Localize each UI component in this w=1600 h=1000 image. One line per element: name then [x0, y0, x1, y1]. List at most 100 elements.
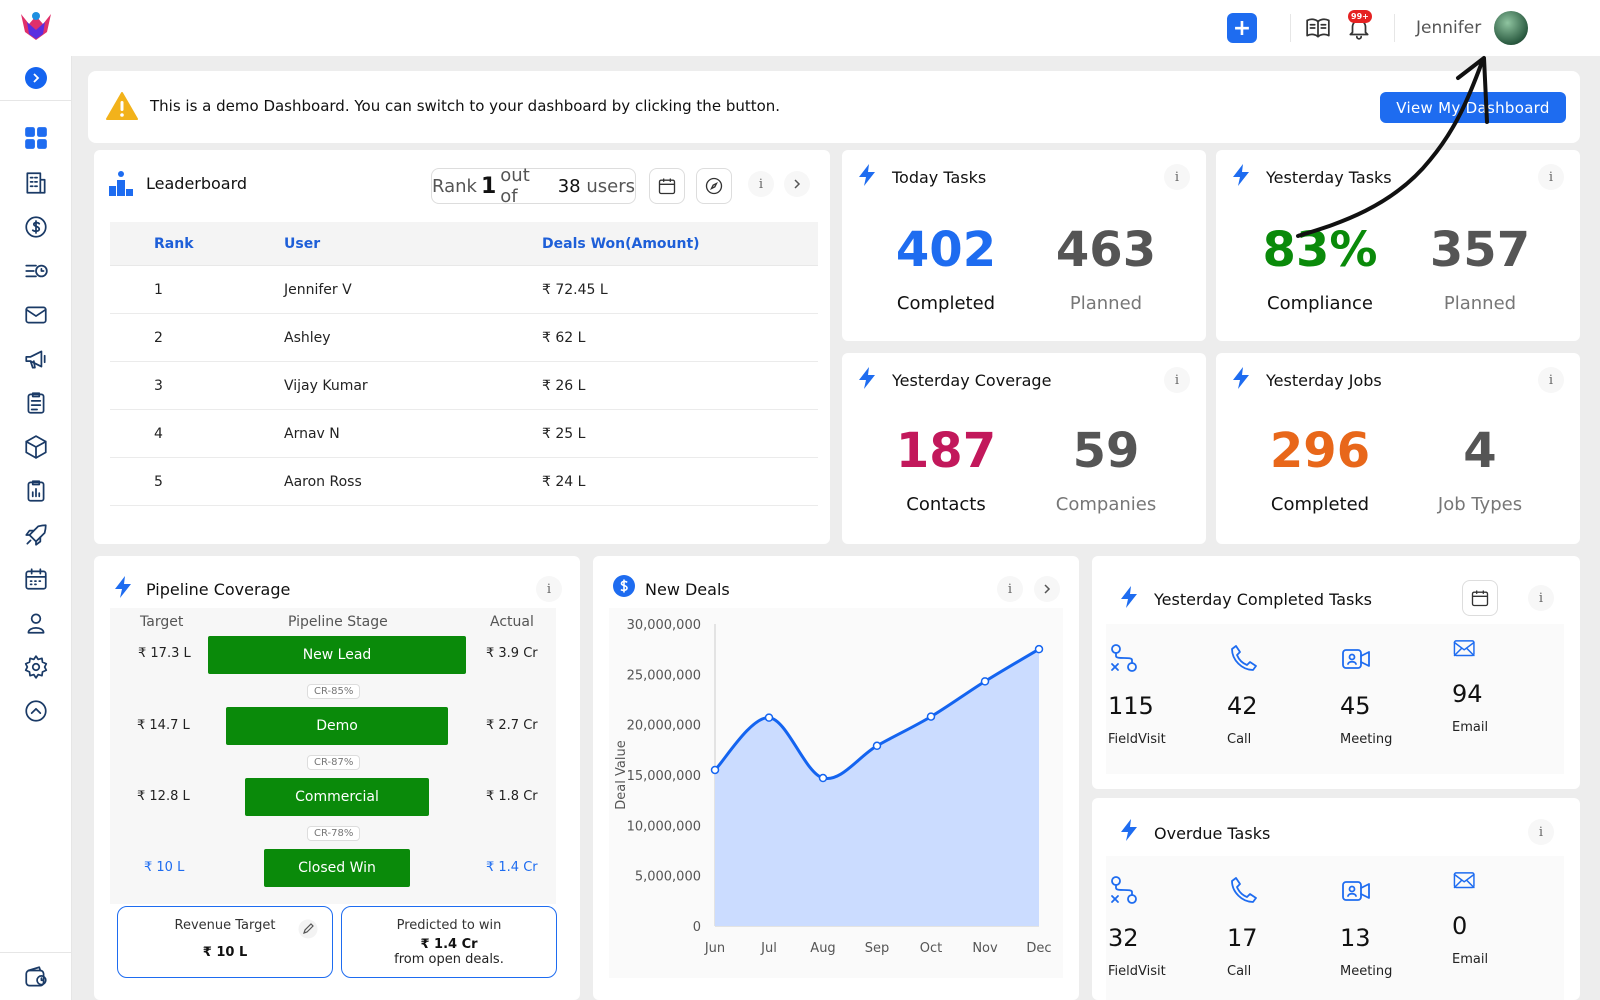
stage-demo[interactable]: Demo — [226, 707, 448, 745]
expand-sidebar-button[interactable] — [25, 67, 47, 89]
new-deals-card: New Deals i 30,000,000 25,000,000 20,000,0… — [593, 556, 1079, 1000]
stats-panel — [1106, 856, 1564, 1000]
row-rank: 2 — [154, 329, 163, 346]
building-icon[interactable] — [21, 168, 51, 198]
card-title: Yesterday Tasks — [1266, 168, 1392, 187]
book-icon[interactable] — [1303, 13, 1333, 43]
date-filter-button[interactable] — [649, 168, 685, 204]
info-button[interactable]: i — [748, 171, 774, 197]
row-amount: ₹ 26 L — [542, 377, 586, 394]
user-icon[interactable] — [21, 608, 51, 638]
calendar-icon[interactable] — [21, 564, 51, 594]
clipboard-list-icon[interactable] — [21, 388, 51, 418]
card-title: Yesterday Coverage — [892, 371, 1052, 390]
bolt-icon — [1233, 164, 1249, 186]
data-point — [1034, 644, 1044, 654]
conversion-rate: CR-87% — [307, 755, 361, 770]
field-visit-icon — [1111, 876, 1137, 904]
compass-icon — [705, 177, 723, 195]
y-tick-label: 25,000,000 — [627, 668, 701, 683]
table-row[interactable]: 4 Arnav N ₹ 25 L — [110, 410, 818, 458]
table-row[interactable]: 5 Aaron Ross ₹ 24 L — [110, 458, 818, 506]
report-icon[interactable] — [21, 476, 51, 506]
stage-new-lead[interactable]: New Lead — [208, 636, 466, 674]
mail-icon[interactable] — [21, 300, 51, 330]
table-row[interactable]: 3 Vijay Kumar ₹ 26 L — [110, 362, 818, 410]
demo-banner: This is a demo Dashboard. You can switch… — [88, 71, 1580, 143]
data-point — [710, 765, 720, 775]
divider — [0, 952, 72, 953]
date-filter-button[interactable] — [1462, 580, 1498, 616]
edit-icon[interactable] — [298, 919, 318, 939]
box-icon[interactable] — [21, 432, 51, 462]
stat-fieldvisit: 32 FieldVisit — [1108, 874, 1198, 979]
info-button[interactable]: i — [1538, 164, 1564, 190]
compliance-value: 83% — [1262, 222, 1378, 278]
chevron-up-icon[interactable] — [21, 696, 51, 726]
row-user: Vijay Kumar — [284, 377, 368, 394]
row-user: Jennifer V — [284, 281, 352, 298]
phone-icon — [1231, 645, 1257, 671]
info-button[interactable]: i — [1538, 367, 1564, 393]
info-button[interactable]: i — [536, 576, 562, 602]
conversion-rate: CR-85% — [307, 684, 361, 699]
dashboard-icon[interactable] — [21, 123, 51, 153]
field-visit-icon — [1111, 644, 1137, 672]
stage-header: Pipeline Stage — [288, 614, 388, 630]
row-rank: 1 — [154, 281, 163, 298]
stat-label: FieldVisit — [1108, 732, 1166, 747]
table-row[interactable]: 2 Ashley ₹ 62 L — [110, 314, 818, 362]
rank-total: 38 — [557, 175, 581, 197]
stat-call: 42 Call — [1227, 642, 1317, 747]
rank-middle: out of — [500, 165, 530, 207]
stat-label: Meeting — [1340, 964, 1393, 979]
info-button[interactable]: i — [1164, 164, 1190, 190]
target-header: Target — [140, 614, 184, 630]
next-button[interactable] — [1034, 576, 1060, 602]
info-button[interactable]: i — [1528, 585, 1554, 611]
avatar[interactable] — [1494, 11, 1528, 45]
rocket-icon[interactable] — [21, 520, 51, 550]
wallet-clock-icon[interactable] — [21, 962, 51, 992]
data-point — [926, 712, 936, 721]
user-name[interactable]: Jennifer — [1416, 18, 1482, 38]
stage-commercial[interactable]: Commercial — [245, 778, 429, 816]
top-bar: + 99+ Jennifer — [0, 0, 1600, 56]
header-user[interactable]: User — [284, 235, 321, 252]
info-button[interactable]: i — [997, 576, 1023, 602]
header-rank[interactable]: Rank — [154, 235, 194, 252]
megaphone-icon[interactable] — [21, 344, 51, 374]
settings-icon[interactable] — [21, 652, 51, 682]
view-my-dashboard-button[interactable]: View My Dashboard — [1380, 92, 1566, 123]
predicted-label: Predicted to win — [396, 918, 502, 933]
info-button[interactable]: i — [1164, 367, 1190, 393]
app-logo-icon[interactable] — [17, 10, 55, 44]
chevron-right-icon — [794, 179, 801, 189]
divider — [1394, 14, 1395, 42]
stage-closed-win[interactable]: Closed Win — [264, 849, 410, 887]
list-clock-icon[interactable] — [21, 256, 51, 286]
chevron-right-icon — [1044, 584, 1051, 594]
table-row[interactable]: 1 Jennifer V ₹ 72.45 L — [110, 266, 818, 314]
header-deals[interactable]: Deals Won(Amount) — [542, 235, 700, 252]
y-tick-label: 5,000,000 — [635, 870, 701, 885]
stat-value: 0 — [1452, 912, 1468, 940]
card-title: Pipeline Coverage — [146, 580, 291, 599]
next-button[interactable] — [784, 171, 810, 197]
video-icon — [1342, 881, 1370, 901]
stage-actual: ₹ 1.4 Cr — [486, 860, 538, 875]
stat-meeting: 45 Meeting — [1340, 642, 1430, 747]
dollar-icon — [613, 575, 635, 597]
data-point — [764, 713, 774, 722]
x-tick-label: Sep — [865, 941, 890, 956]
dollar-icon[interactable] — [21, 212, 51, 242]
stat-fieldvisit: 115 FieldVisit — [1108, 642, 1198, 747]
stage-actual: ₹ 1.8 Cr — [486, 789, 538, 804]
rank-summary: Rank 1 out of 38 users — [431, 165, 636, 207]
info-button[interactable]: i — [1528, 819, 1554, 845]
y-tick-label: 10,000,000 — [627, 819, 701, 834]
stat-value: 32 — [1108, 924, 1139, 952]
add-new-button[interactable]: + — [1227, 13, 1257, 43]
target-filter-button[interactable] — [696, 168, 732, 204]
email-icon — [1453, 872, 1475, 889]
